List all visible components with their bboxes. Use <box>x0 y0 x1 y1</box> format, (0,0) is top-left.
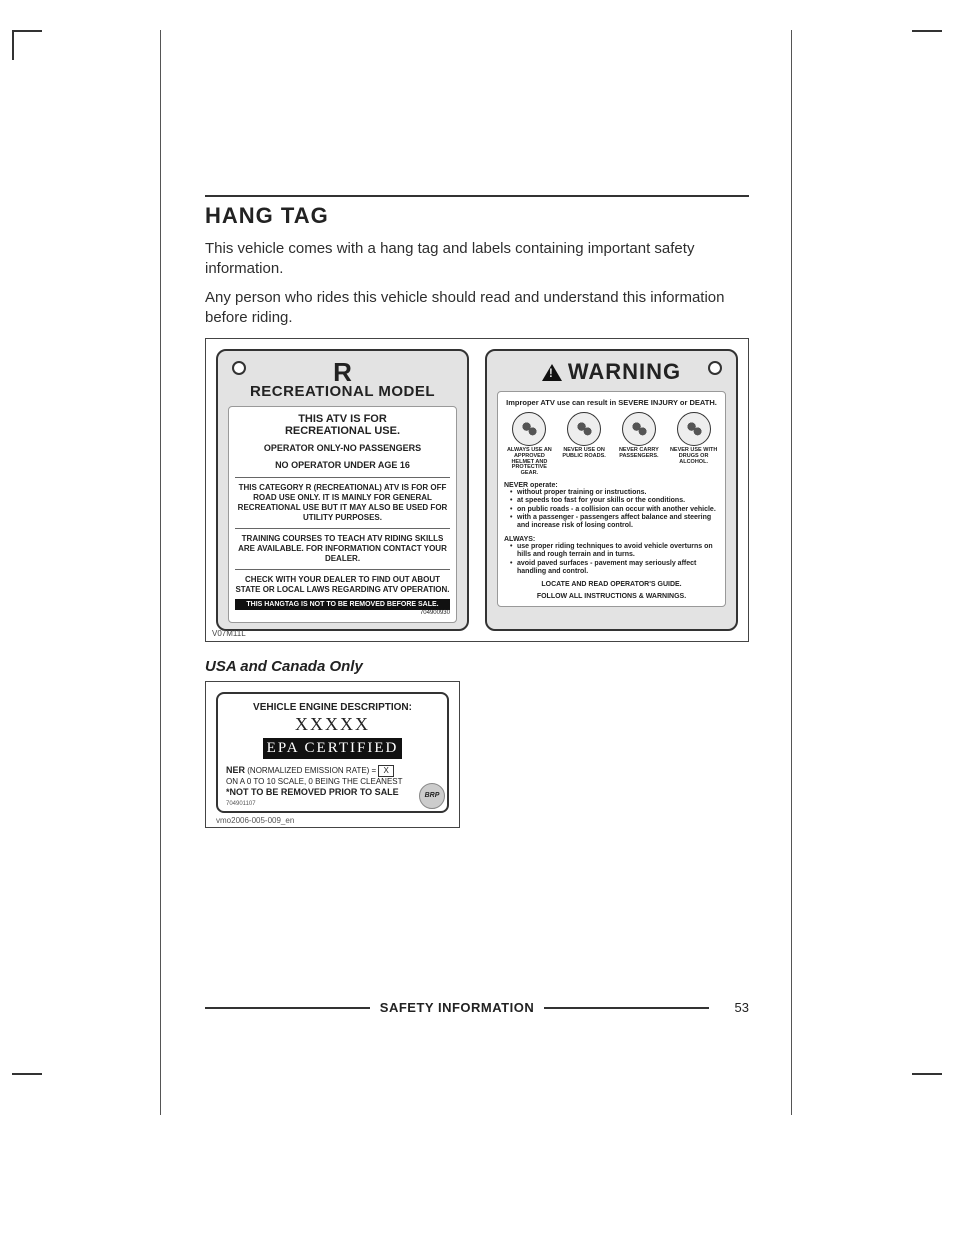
list-item: at speeds too fast for your skills or th… <box>510 497 719 505</box>
recreational-tag: R RECREATIONAL MODEL THIS ATV IS FOR REC… <box>216 349 469 631</box>
footer-rule <box>544 1007 709 1009</box>
figure-code: V07M11L <box>212 629 246 638</box>
epa-certified-bar: EPA CERTIFIED <box>263 738 403 759</box>
footer-text: SAFETY INFORMATION <box>380 1000 534 1015</box>
brp-logo-icon: BRP <box>419 783 445 809</box>
crop-mark <box>12 30 42 60</box>
never-list: without proper training or instructions.… <box>504 489 719 531</box>
list-item: avoid paved surfaces - pavement may seri… <box>510 560 719 577</box>
warning-tag: WARNING Improper ATV use can result in S… <box>485 349 738 631</box>
ner-scale: ON A 0 TO 10 SCALE, 0 BEING THE CLEANEST <box>226 777 403 786</box>
intro-para-1: This vehicle comes with a hang tag and l… <box>205 239 749 280</box>
crop-mark <box>912 1073 942 1075</box>
warning-lead: Improper ATV use can result in SEVERE IN… <box>504 398 719 407</box>
epa-label: VEHICLE ENGINE DESCRIPTION: XXXXX EPA CE… <box>216 692 449 813</box>
warning-heading: WARNING <box>568 359 681 385</box>
epa-code: vmo2006-005-009_en <box>216 816 449 825</box>
always-heading: ALWAYS: <box>504 536 719 543</box>
crop-mark <box>912 30 942 60</box>
warning-white-panel: Improper ATV use can result in SEVERE IN… <box>497 391 726 607</box>
warning-foot-2: FOLLOW ALL INSTRUCTIONS & WARNINGS. <box>504 593 719 600</box>
laws-text: CHECK WITH YOUR DEALER TO FIND OUT ABOUT… <box>235 575 450 595</box>
footer-rule <box>205 1007 370 1009</box>
warning-triangle-icon <box>542 364 562 381</box>
always-list: use proper riding techniques to avoid ve… <box>504 543 719 577</box>
ner-small: (NORMALIZED EMISSION RATE) = <box>247 766 376 775</box>
hangtag-figure: R RECREATIONAL MODEL THIS ATV IS FOR REC… <box>205 338 749 642</box>
atv-for-1: THIS ATV IS FOR <box>235 413 450 425</box>
warning-foot-1: LOCATE AND READ OPERATOR'S GUIDE. <box>504 581 719 588</box>
margin-line <box>791 30 792 1115</box>
tag-hole-icon <box>232 361 246 375</box>
never-heading: NEVER operate: <box>504 482 719 489</box>
margin-line <box>160 30 161 1115</box>
ner-box: X <box>378 765 393 777</box>
page-content: HANG TAG This vehicle comes with a hang … <box>205 195 749 828</box>
operator-line: OPERATOR ONLY-NO PASSENGERS <box>235 443 450 454</box>
subheading: USA and Canada Only <box>205 658 749 675</box>
icon-no-alcohol: NEVER USE WITH DRUGS OR ALCOHOL. <box>668 412 719 477</box>
list-item: with a passenger - passengers affect bal… <box>510 514 719 531</box>
tag-hole-icon <box>708 361 722 375</box>
page-number: 53 <box>719 1000 749 1015</box>
warning-icons-row: ALWAYS USE AN APPROVED HELMET AND PROTEC… <box>504 412 719 477</box>
tag-number: 704900930 <box>235 610 450 616</box>
category-text: THIS CATEGORY R (RECREATIONAL) ATV IS FO… <box>235 483 450 523</box>
icon-no-roads: NEVER USE ON PUBLIC ROADS. <box>559 412 610 477</box>
ner-block: NER (NORMALIZED EMISSION RATE) = X ON A … <box>226 765 439 798</box>
epa-figure: VEHICLE ENGINE DESCRIPTION: XXXXX EPA CE… <box>205 681 460 828</box>
tag-model: RECREATIONAL MODEL <box>228 383 457 400</box>
list-item: on public roads - a collision can occur … <box>510 506 719 514</box>
icon-no-passengers: NEVER CARRY PASSENGERS. <box>614 412 665 477</box>
ner-note: *NOT TO BE REMOVED PRIOR TO SALE <box>226 787 399 797</box>
ner-label: NER <box>226 765 245 775</box>
crop-mark <box>12 1073 42 1075</box>
heading-rule <box>205 195 749 197</box>
epa-heading: VEHICLE ENGINE DESCRIPTION: <box>226 702 439 713</box>
training-text: TRAINING COURSES TO TEACH ATV RIDING SKI… <box>235 534 450 564</box>
epa-tiny: 704901107 <box>226 801 439 807</box>
list-item: without proper training or instructions. <box>510 489 719 497</box>
tag-white-panel: THIS ATV IS FOR RECREATIONAL USE. OPERAT… <box>228 406 457 623</box>
icon-helmet: ALWAYS USE AN APPROVED HELMET AND PROTEC… <box>504 412 555 477</box>
page-footer: SAFETY INFORMATION 53 <box>205 1000 749 1015</box>
atv-for-2: RECREATIONAL USE. <box>235 425 450 437</box>
tag-letter: R <box>228 359 457 385</box>
intro-para-2: Any person who rides this vehicle should… <box>205 288 749 329</box>
page-title: HANG TAG <box>205 203 749 229</box>
epa-xxxxx: XXXXX <box>226 714 439 735</box>
age-line: NO OPERATOR UNDER AGE 16 <box>235 460 450 471</box>
list-item: use proper riding techniques to avoid ve… <box>510 543 719 560</box>
not-remove-bar: THIS HANGTAG IS NOT TO BE REMOVED BEFORE… <box>235 599 450 610</box>
